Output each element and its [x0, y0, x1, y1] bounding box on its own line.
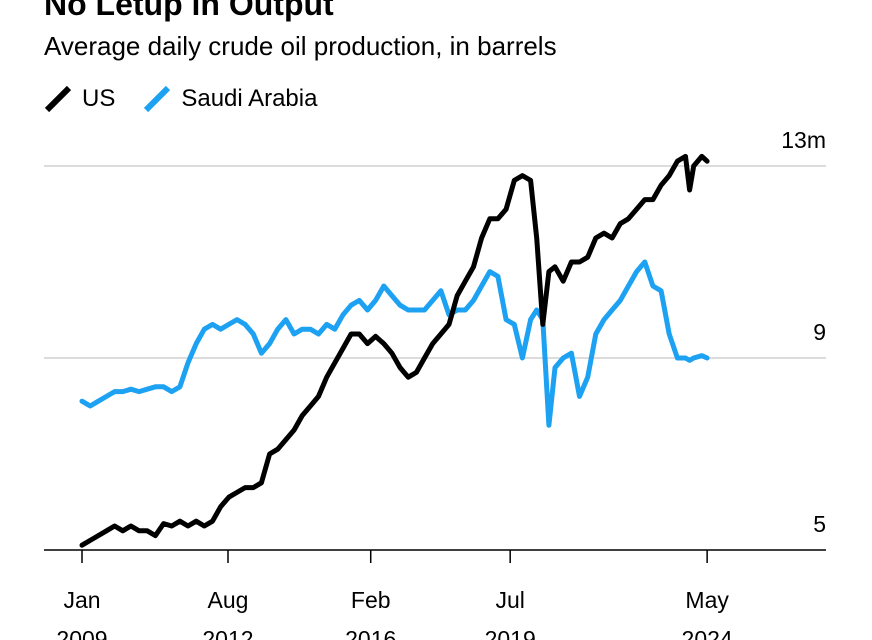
legend-label-us: US — [82, 85, 116, 112]
x-tick-month-0: Jan — [63, 587, 100, 613]
y-tick-label-1: 9 — [813, 319, 826, 345]
x-tick-month-4: May — [685, 587, 729, 613]
series-line-us — [79, 153, 710, 548]
y-tick-label-0: 5 — [813, 511, 826, 537]
x-tick-month-2: Feb — [351, 587, 391, 613]
x-tick-month-1: Aug — [208, 587, 249, 613]
x-tick-year-1: 2012 — [202, 626, 253, 640]
x-tick-year-0: 2009 — [56, 626, 107, 640]
legend: US Saudi Arabia — [44, 84, 345, 114]
x-tick-year-2: 2016 — [345, 626, 396, 640]
legend-swatch-saudi-arabia — [144, 85, 171, 113]
y-tick-label-2: 13m — [781, 127, 826, 153]
legend-item-us: US — [44, 85, 115, 113]
x-tick-year-3: 2019 — [485, 626, 536, 640]
chart-subtitle: Average daily crude oil production, in b… — [44, 31, 557, 61]
chart-title: No Letup in Output — [44, 0, 334, 22]
x-tick-year-4: 2024 — [682, 626, 733, 640]
legend-swatch-us — [44, 85, 72, 113]
x-tick-month-3: Jul — [495, 587, 524, 613]
legend-item-saudi-arabia: Saudi Arabia — [143, 85, 317, 113]
legend-label-saudi-arabia: Saudi Arabia — [181, 85, 318, 112]
series-line-saudi-arabia — [79, 259, 710, 428]
